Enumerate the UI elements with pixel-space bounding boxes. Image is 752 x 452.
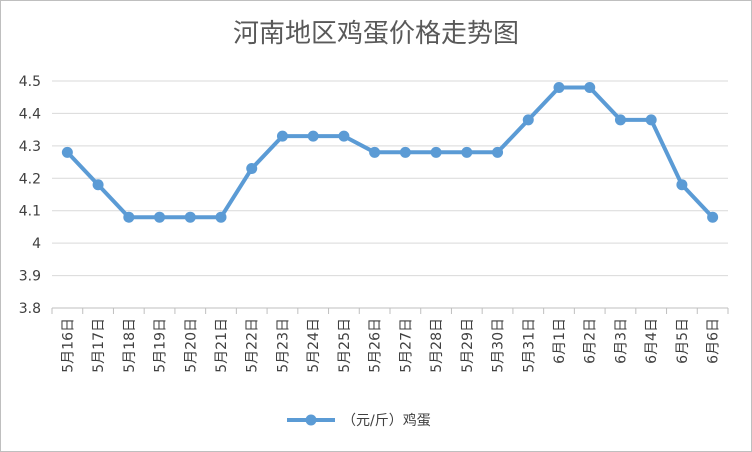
x-tick-label: 5月24日: [306, 318, 322, 373]
data-point: [399, 146, 411, 158]
x-tick-label: 5月16日: [60, 318, 76, 373]
series-line: [65, 85, 715, 220]
x-tick-label: 5月20日: [183, 318, 199, 373]
x-tick-label: 5月18日: [122, 318, 138, 373]
data-point: [184, 211, 196, 223]
data-point: [461, 146, 473, 158]
x-tick-label: 5月26日: [368, 318, 384, 373]
data-point: [246, 163, 258, 175]
data-point: [276, 130, 288, 142]
data-point: [676, 179, 688, 191]
legend: （元/斤）鸡蛋: [287, 412, 431, 429]
data-point: [338, 130, 350, 142]
x-tick-label: 5月27日: [398, 318, 414, 373]
y-tick-label: 4: [32, 236, 41, 252]
data-point: [215, 211, 227, 223]
y-tick-label: 4.4: [19, 106, 41, 122]
x-axis-ticks: 5月16日 5月17日 5月18日 5月19日 5月20日 5月21日 5月22日 5月23日…: [51, 308, 729, 373]
x-tick-label: 5月31日: [521, 318, 537, 373]
x-tick-label: 6月5日: [675, 318, 691, 364]
y-axis-ticks: 3.8 3.9 4 4.1 4.2 4.3 4.4 4.5: [19, 74, 41, 317]
legend-label: （元/斤）鸡蛋: [342, 412, 431, 429]
x-tick-label: 5月29日: [460, 318, 476, 373]
x-tick-label: 5月30日: [491, 318, 507, 373]
y-tick-label: 3.8: [19, 301, 41, 317]
data-point: [369, 146, 381, 158]
data-point: [430, 146, 442, 158]
y-tick-label: 3.9: [19, 269, 41, 285]
gridlines: [52, 80, 728, 309]
y-tick-label: 4.2: [19, 171, 41, 187]
chart-title: 河南地区鸡蛋价格走势图: [233, 19, 519, 49]
x-tick-label: 5月19日: [153, 318, 169, 373]
data-point: [123, 211, 135, 223]
data-point: [307, 130, 319, 142]
data-point: [614, 114, 626, 126]
x-tick-label: 6月4日: [644, 318, 660, 364]
data-point: [707, 211, 719, 223]
data-point: [645, 114, 657, 126]
series-layer: [61, 81, 719, 223]
data-point: [492, 146, 504, 158]
y-tick-label: 4.5: [19, 74, 41, 90]
x-tick-label: 6月3日: [613, 318, 629, 364]
x-tick-label: 5月23日: [275, 318, 291, 373]
x-tick-label: 5月21日: [214, 318, 230, 373]
x-tick-label: 5月22日: [245, 318, 261, 373]
x-tick-label: 5月25日: [337, 318, 353, 373]
data-point: [92, 179, 104, 191]
data-point: [553, 81, 565, 93]
x-tick-label: 5月17日: [91, 318, 107, 373]
legend-marker: [305, 414, 317, 426]
data-point: [61, 146, 73, 158]
data-point: [522, 114, 534, 126]
data-point: [584, 81, 596, 93]
data-point: [154, 211, 166, 223]
x-tick-label: 6月6日: [706, 318, 722, 364]
x-tick-label: 5月28日: [429, 318, 445, 373]
x-tick-label: 6月2日: [583, 318, 599, 364]
y-tick-label: 4.3: [19, 139, 41, 155]
y-tick-label: 4.1: [19, 204, 41, 220]
x-tick-label: 6月1日: [552, 318, 568, 364]
